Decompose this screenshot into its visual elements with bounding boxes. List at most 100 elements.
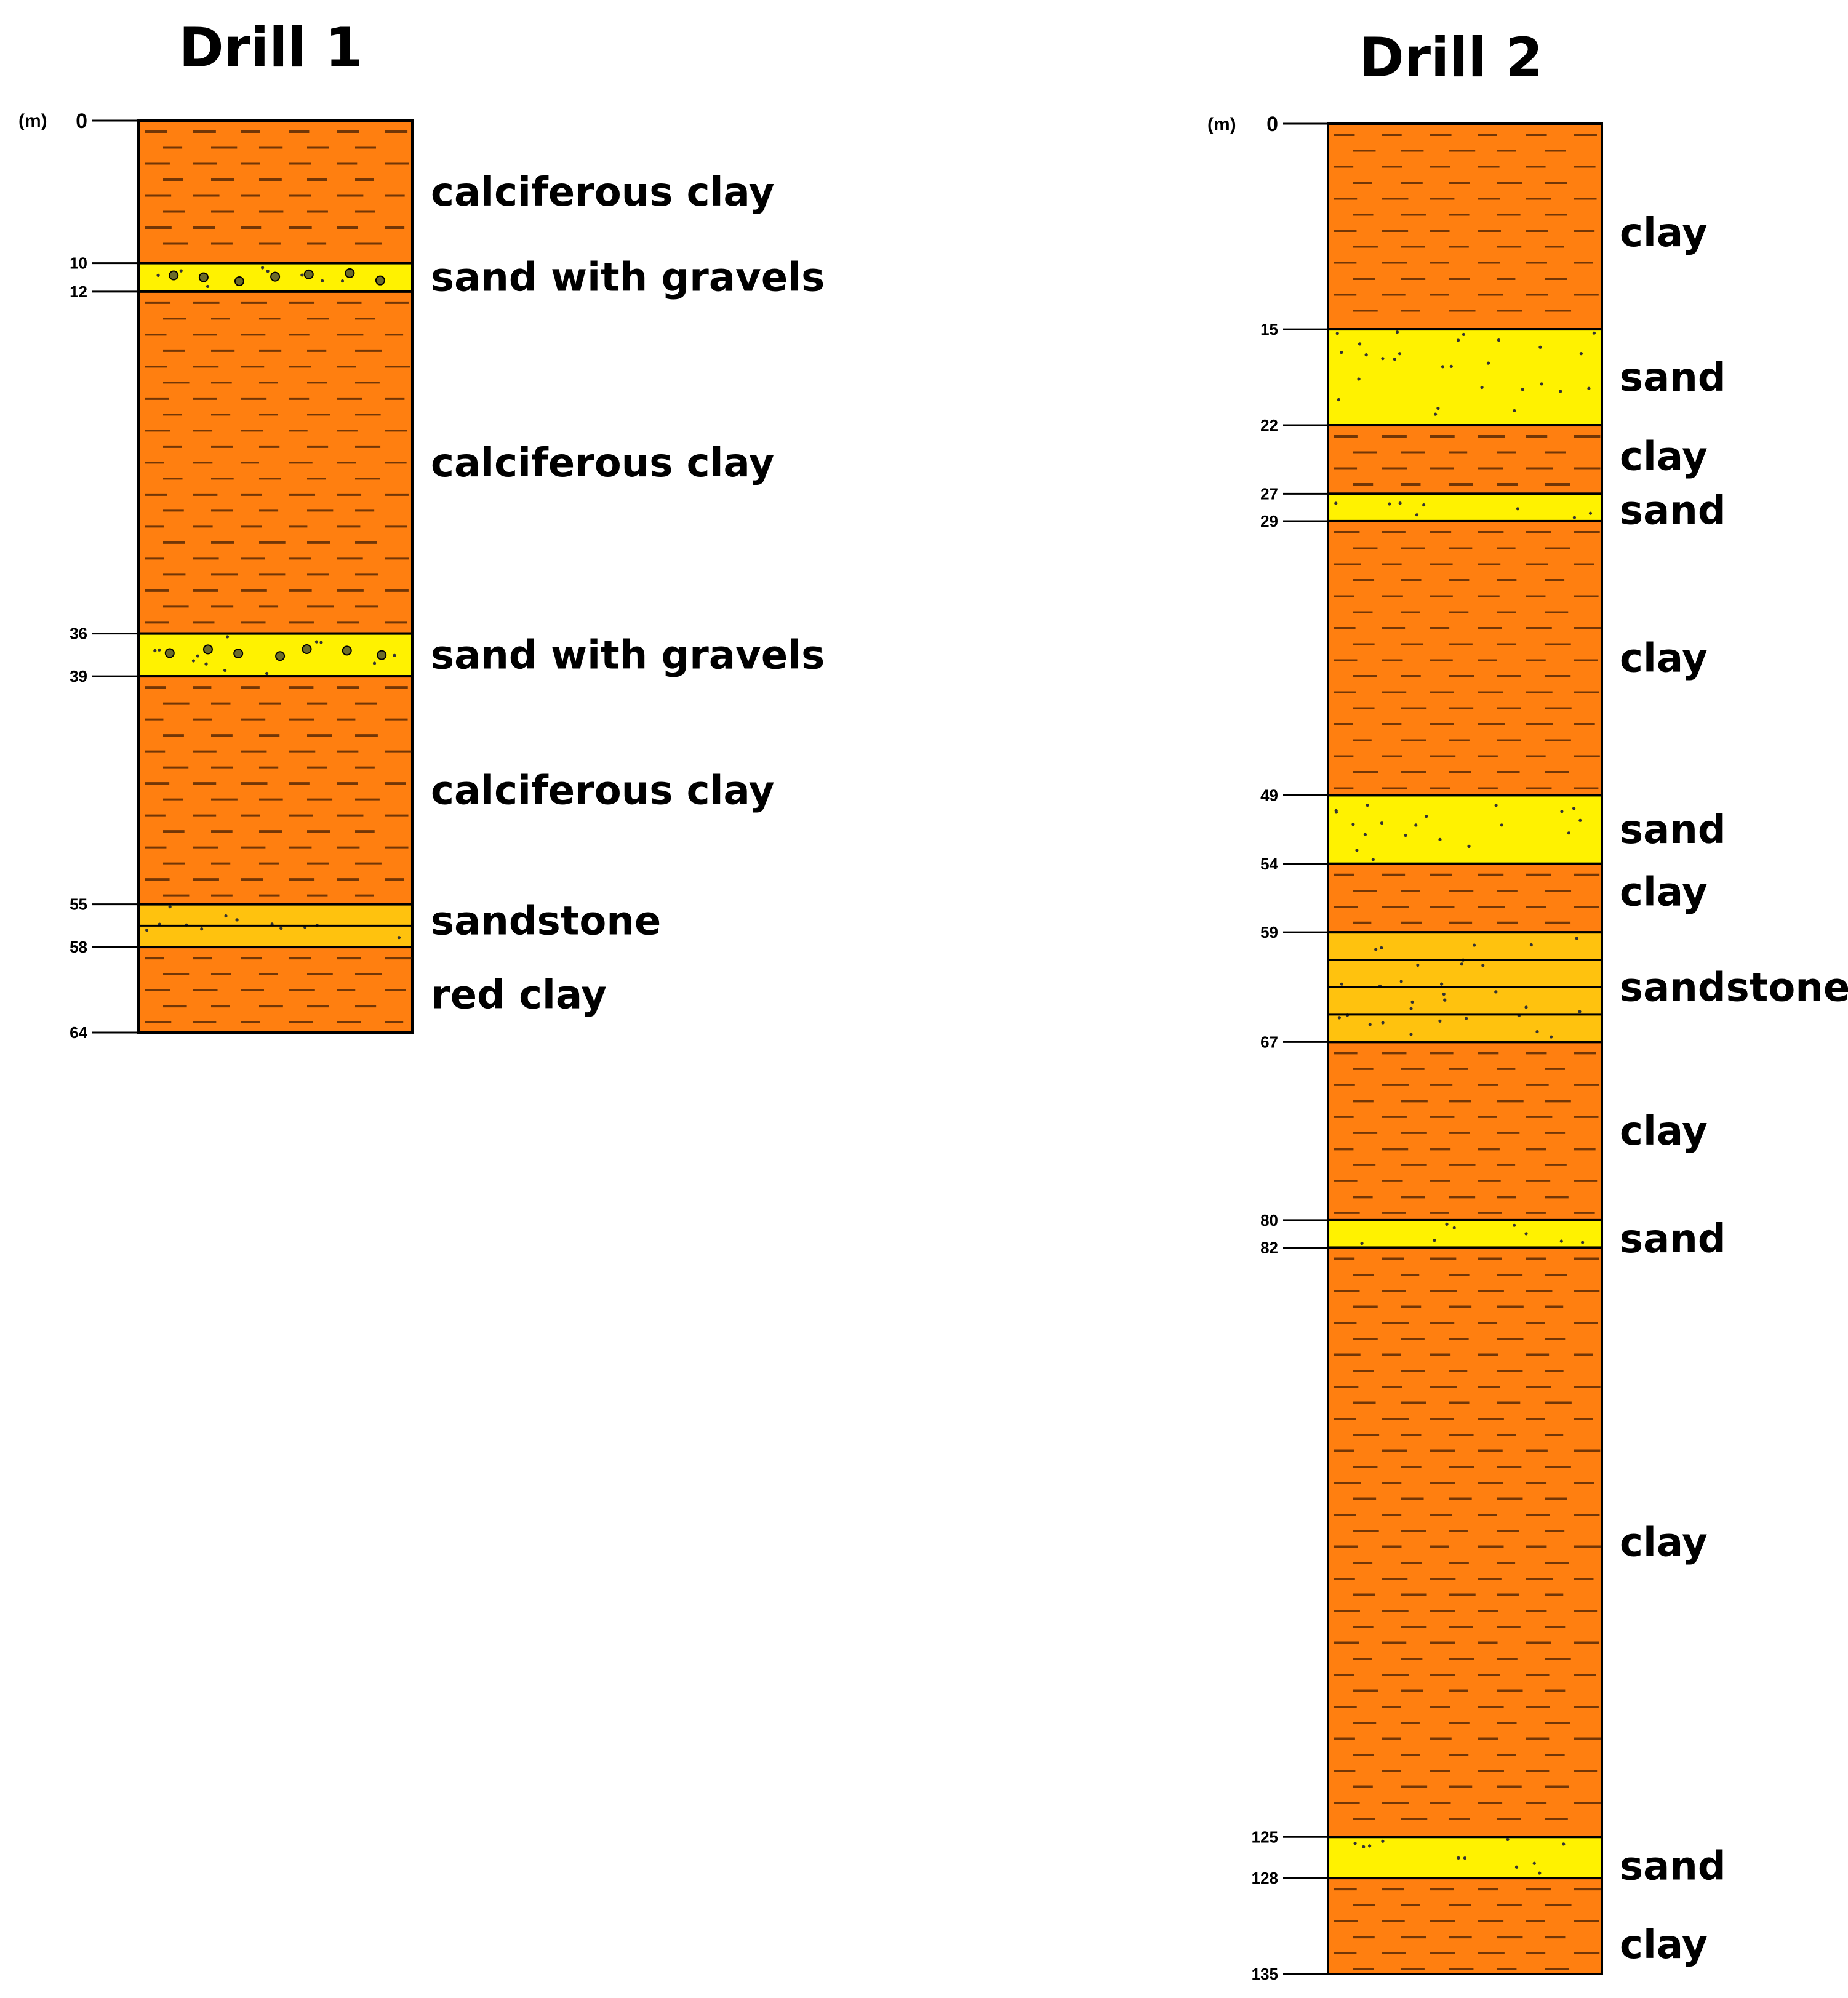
sand-dot bbox=[1438, 1019, 1442, 1023]
drill-2-depth-ticks: 0 15 22 27 29 49 54 59 67 80 82 125 128 135 bbox=[1252, 113, 1328, 1983]
drill-2-title: Drill 2 bbox=[1359, 26, 1543, 89]
depth-tick-label: 128 bbox=[1252, 1869, 1278, 1887]
depth-tick-label: 0 bbox=[76, 110, 87, 133]
sand-dot bbox=[1457, 1856, 1460, 1860]
layer-label: sand bbox=[1620, 1217, 1726, 1262]
layer-fill bbox=[137, 119, 414, 265]
depth-tick-label: 59 bbox=[1260, 923, 1278, 941]
sand-dot bbox=[279, 926, 283, 930]
layer-sandstone bbox=[137, 903, 414, 949]
layer-clay bbox=[1327, 122, 1603, 331]
sand-dot bbox=[1460, 962, 1463, 966]
sand-dot bbox=[1481, 964, 1485, 967]
layer-clay bbox=[1327, 424, 1603, 495]
sand-dot bbox=[1442, 992, 1446, 996]
sand-dot bbox=[1550, 1035, 1553, 1039]
sand-dot bbox=[1578, 1010, 1582, 1013]
sand-dot bbox=[1399, 980, 1403, 983]
layer-label: clay bbox=[1620, 434, 1708, 480]
sand-dot bbox=[261, 266, 265, 270]
sand-dot bbox=[1415, 513, 1419, 517]
sand-dot bbox=[1337, 398, 1340, 402]
sand-dot bbox=[1393, 358, 1396, 361]
drill-1-depth-unit: (m) bbox=[18, 111, 47, 131]
layer-clay bbox=[1327, 1877, 1603, 1976]
sand-dot bbox=[1381, 1839, 1385, 1843]
sand-dot bbox=[319, 641, 323, 644]
sand-dot bbox=[1368, 1023, 1372, 1026]
sand-dot bbox=[397, 936, 401, 940]
drill-1-column-group: Drill 1 (m) 0 10 12 36 39 55 58 64 calciferous … bbox=[18, 16, 825, 1042]
layer-calciferous-clay bbox=[137, 290, 414, 635]
sand-dot bbox=[1540, 382, 1543, 386]
gravel-pebble bbox=[375, 275, 385, 286]
sand-dot bbox=[1529, 943, 1533, 947]
depth-tick-label: 10 bbox=[70, 254, 87, 273]
layer-fill bbox=[1327, 1041, 1603, 1221]
depth-tick-label: 49 bbox=[1260, 786, 1278, 804]
gravel-pebble bbox=[233, 649, 244, 659]
sand-dot bbox=[1337, 1016, 1342, 1020]
drill-2-column-group: Drill 2 (m) 0 15 22 27 29 49 54 59 67 80 82 125 128 1… bbox=[1207, 26, 1848, 1983]
gravel-pebble bbox=[198, 272, 209, 282]
sand-dot bbox=[1334, 501, 1338, 505]
sand-dot bbox=[153, 649, 157, 653]
sand-dot bbox=[1433, 1239, 1436, 1242]
sand-dot bbox=[372, 661, 377, 665]
gravel-pebble bbox=[342, 645, 352, 656]
sand-dot bbox=[1506, 1837, 1510, 1842]
layer-label: sand bbox=[1620, 1844, 1726, 1890]
gravel-pebble bbox=[202, 644, 213, 655]
layer-sandstone bbox=[1327, 931, 1603, 1044]
sand-dot bbox=[225, 635, 230, 639]
depth-tick-label: 125 bbox=[1252, 1828, 1278, 1846]
layer-sand-with-gravels bbox=[137, 632, 414, 678]
sand-dot bbox=[1578, 818, 1582, 822]
layer-clay bbox=[1327, 519, 1603, 797]
sand-dot bbox=[1592, 331, 1596, 335]
layer-label: calciferous clay bbox=[431, 441, 774, 486]
sand-dot bbox=[1388, 502, 1391, 506]
sand-dot bbox=[1374, 948, 1378, 951]
sand-dot bbox=[1538, 1871, 1542, 1875]
sand-dot bbox=[1380, 946, 1383, 949]
depth-tick-label: 29 bbox=[1260, 512, 1278, 530]
layer-label: red clay bbox=[431, 973, 607, 1018]
sand-dot bbox=[1441, 365, 1444, 369]
sand-dot bbox=[1414, 823, 1418, 827]
layer-fill bbox=[1327, 519, 1603, 797]
layer-label: clay bbox=[1620, 1109, 1708, 1154]
sand-dot bbox=[1560, 810, 1564, 813]
sand-dot bbox=[1398, 352, 1402, 356]
depth-tick-label: 27 bbox=[1260, 484, 1278, 503]
layer-fill bbox=[1327, 492, 1603, 522]
depth-tick-label: 80 bbox=[1260, 1211, 1278, 1229]
depth-tick-label: 36 bbox=[70, 625, 87, 643]
sand-dot bbox=[1575, 937, 1578, 940]
sand-dot bbox=[1371, 858, 1375, 861]
sand-dot bbox=[1559, 1239, 1563, 1243]
sand-dot bbox=[1335, 332, 1339, 335]
sand-dot bbox=[1334, 810, 1338, 814]
layer-sand bbox=[1327, 794, 1603, 865]
sand-dot bbox=[1445, 1222, 1449, 1226]
sand-dot bbox=[340, 279, 345, 283]
sand-dot bbox=[300, 273, 304, 277]
sand-dot bbox=[1368, 1844, 1372, 1848]
depth-tick-label: 58 bbox=[70, 938, 87, 956]
gravel-pebble bbox=[275, 651, 286, 661]
layer-sand bbox=[1327, 1836, 1603, 1880]
sand-dot bbox=[168, 905, 172, 909]
depth-tick-label: 15 bbox=[1260, 320, 1278, 338]
sand-dot bbox=[235, 918, 239, 922]
sand-dot bbox=[1494, 990, 1498, 994]
sand-dot bbox=[1351, 823, 1355, 826]
sand-dot bbox=[1364, 353, 1368, 357]
depth-tick-label: 39 bbox=[70, 667, 87, 685]
layer-label: sand bbox=[1620, 489, 1726, 534]
sand-dot bbox=[1355, 849, 1359, 852]
layer-sand bbox=[1327, 1218, 1603, 1249]
sand-dot bbox=[1524, 1005, 1528, 1009]
gravel-pebble bbox=[302, 644, 312, 654]
gravel-pebble bbox=[303, 269, 314, 279]
